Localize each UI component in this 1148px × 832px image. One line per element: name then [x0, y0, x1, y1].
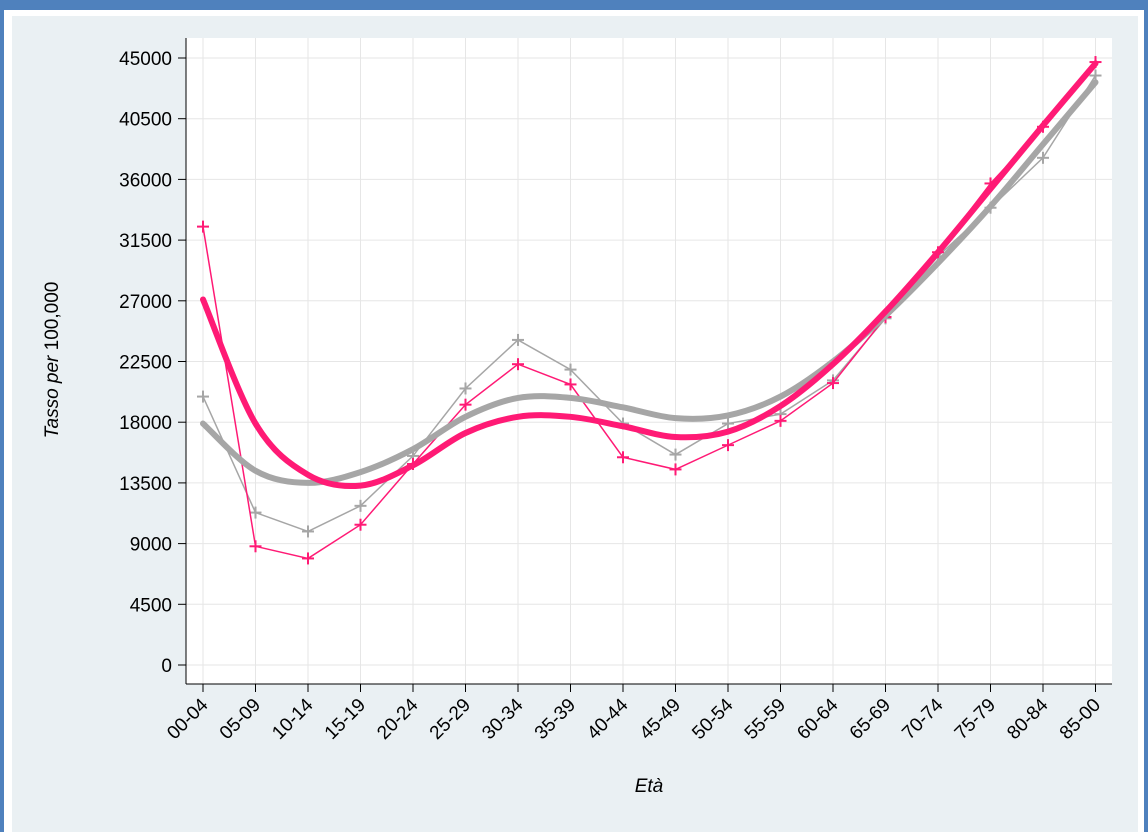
y-axis-title-part: per [42, 355, 63, 384]
x-tick-label: 15-19 [321, 695, 370, 744]
x-tick-label: 75-79 [951, 695, 1000, 744]
x-tick-label: 10-14 [268, 694, 318, 744]
data-point-marker [249, 540, 262, 553]
y-tick-label: 13500 [119, 474, 172, 495]
x-tick-label: 00-04 [163, 694, 213, 744]
data-point-marker [302, 525, 314, 538]
x-tick-label: 05-09 [216, 695, 265, 744]
data-point-marker [774, 414, 787, 427]
x-tick-label: 50-54 [688, 694, 738, 744]
y-tick-label: 40500 [119, 110, 172, 131]
data-point-marker [617, 451, 629, 464]
x-tick-label: 60-64 [793, 694, 843, 744]
data-point-marker [354, 518, 367, 531]
x-tick-label: 35-39 [531, 695, 580, 744]
x-tick-label: 65-69 [846, 695, 895, 744]
data-point-marker [564, 363, 577, 376]
y-tick-label: 31500 [119, 231, 172, 252]
series-line-thin [202, 75, 1097, 533]
x-tick-label: 55-59 [741, 695, 790, 744]
data-point-marker [197, 390, 209, 403]
series-group [197, 56, 1102, 565]
data-point-marker [459, 398, 472, 411]
x-tick-label: 45-49 [636, 695, 685, 744]
y-axis-title-part: Tasso [42, 383, 63, 438]
axes [178, 38, 1112, 692]
series-line-smooth [200, 79, 1099, 486]
x-tick-label: 40-44 [583, 694, 633, 744]
window-top-border [0, 0, 1148, 10]
y-tick-label: 36000 [119, 170, 172, 191]
y-axis-title: Tasso per 100,000 [42, 282, 63, 439]
data-point-marker [669, 463, 682, 476]
x-tick-label: 80-84 [1003, 694, 1053, 744]
data-point-marker [512, 358, 524, 371]
y-axis-title-part: 100,000 [42, 282, 63, 356]
data-point-marker [1037, 151, 1049, 164]
y-tick-label: 22500 [119, 353, 172, 374]
y-tick-label: 4500 [130, 595, 172, 616]
y-tick-label: 0 [161, 656, 172, 677]
series-line-smooth [200, 60, 1099, 490]
y-tick-label: 18000 [119, 413, 172, 434]
data-point-marker [249, 506, 262, 519]
x-tick-label: 85-00 [1056, 695, 1105, 744]
window-left-border [0, 10, 4, 832]
x-axis-title: Età [635, 776, 664, 797]
data-point-marker [827, 377, 839, 390]
data-point-marker [512, 333, 524, 346]
y-tick-label: 9000 [130, 535, 172, 556]
window-right-border [1144, 10, 1148, 832]
data-point-marker [564, 378, 577, 391]
x-tick-label: 30-34 [478, 694, 528, 744]
x-tick-label: 20-24 [373, 694, 423, 744]
data-point-marker [459, 382, 472, 395]
x-tick-label: 70-74 [898, 694, 948, 744]
y-tick-label: 45000 [119, 49, 172, 70]
y-tick-label: 27000 [119, 292, 172, 313]
data-point-marker [722, 417, 734, 430]
x-tick-label: 25-29 [426, 695, 475, 744]
data-point-marker [669, 448, 682, 461]
data-point-marker [354, 499, 367, 512]
data-point-marker [302, 552, 314, 565]
data-point-marker [197, 220, 209, 233]
data-point-marker [722, 439, 734, 452]
